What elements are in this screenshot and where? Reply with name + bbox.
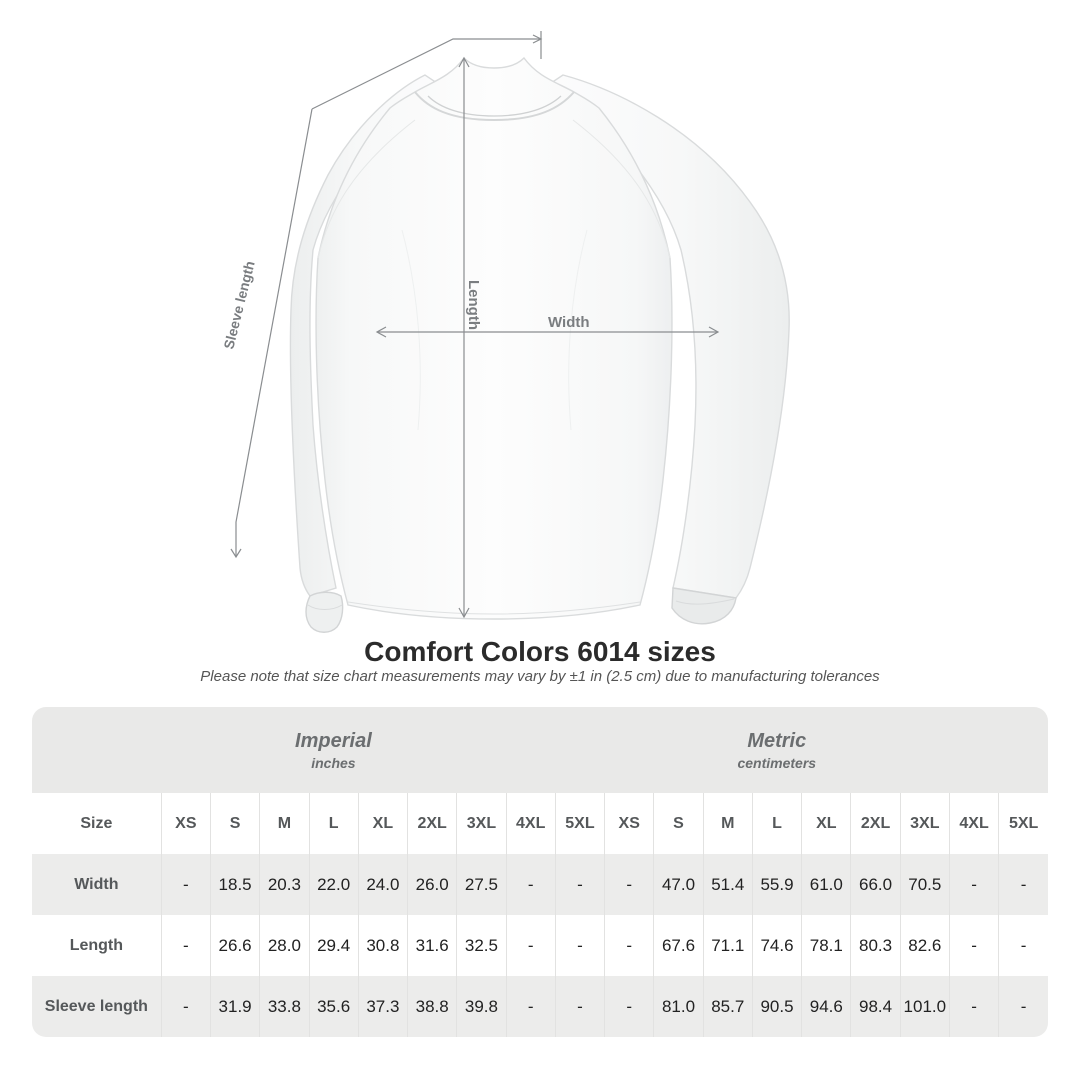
svg-text:Sleeve length: Sleeve length <box>220 259 257 350</box>
svg-text:Length: Length <box>465 280 482 330</box>
svg-text:Width: Width <box>548 314 590 331</box>
